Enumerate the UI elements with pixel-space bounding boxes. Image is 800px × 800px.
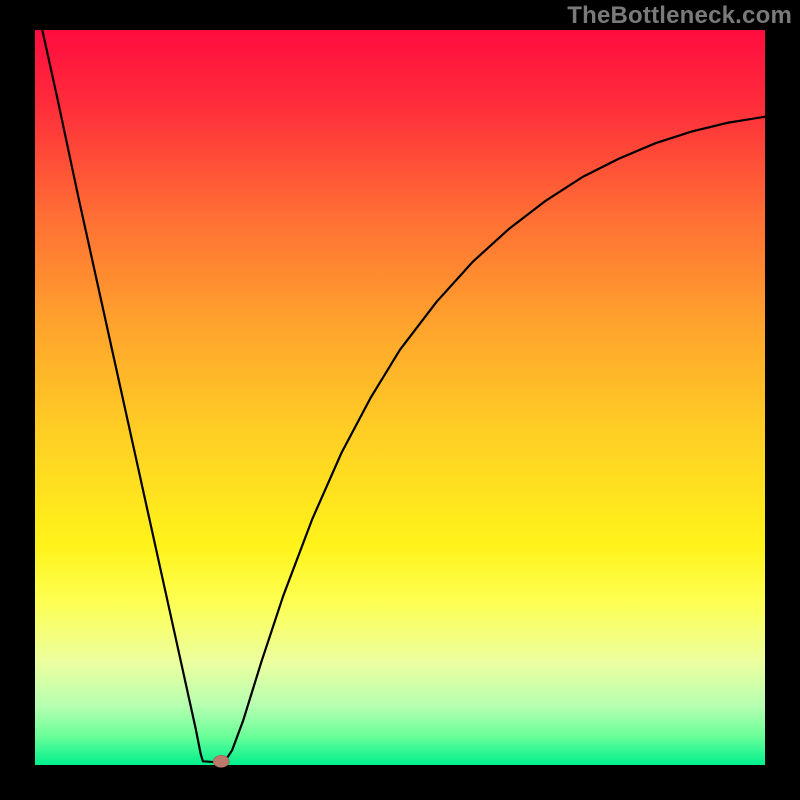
bottleneck-chart-svg bbox=[0, 0, 800, 800]
plot-background-gradient bbox=[35, 30, 765, 765]
watermark-text: TheBottleneck.com bbox=[567, 2, 792, 30]
optimal-point-marker bbox=[213, 755, 229, 767]
chart-canvas: TheBottleneck.com bbox=[0, 0, 800, 800]
